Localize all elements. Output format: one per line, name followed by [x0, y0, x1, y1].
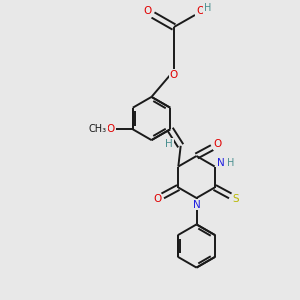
Text: CH₃: CH₃	[88, 124, 107, 134]
Text: O: O	[170, 70, 178, 80]
Text: O: O	[213, 139, 222, 149]
Text: N: N	[218, 158, 225, 168]
Text: S: S	[232, 194, 239, 205]
Text: H: H	[226, 158, 234, 168]
Text: O: O	[196, 6, 205, 16]
Text: H: H	[165, 139, 173, 149]
Text: N: N	[193, 200, 200, 210]
Text: O: O	[143, 6, 152, 16]
Text: O: O	[107, 124, 115, 134]
Text: H: H	[204, 3, 211, 14]
Text: O: O	[153, 194, 161, 205]
